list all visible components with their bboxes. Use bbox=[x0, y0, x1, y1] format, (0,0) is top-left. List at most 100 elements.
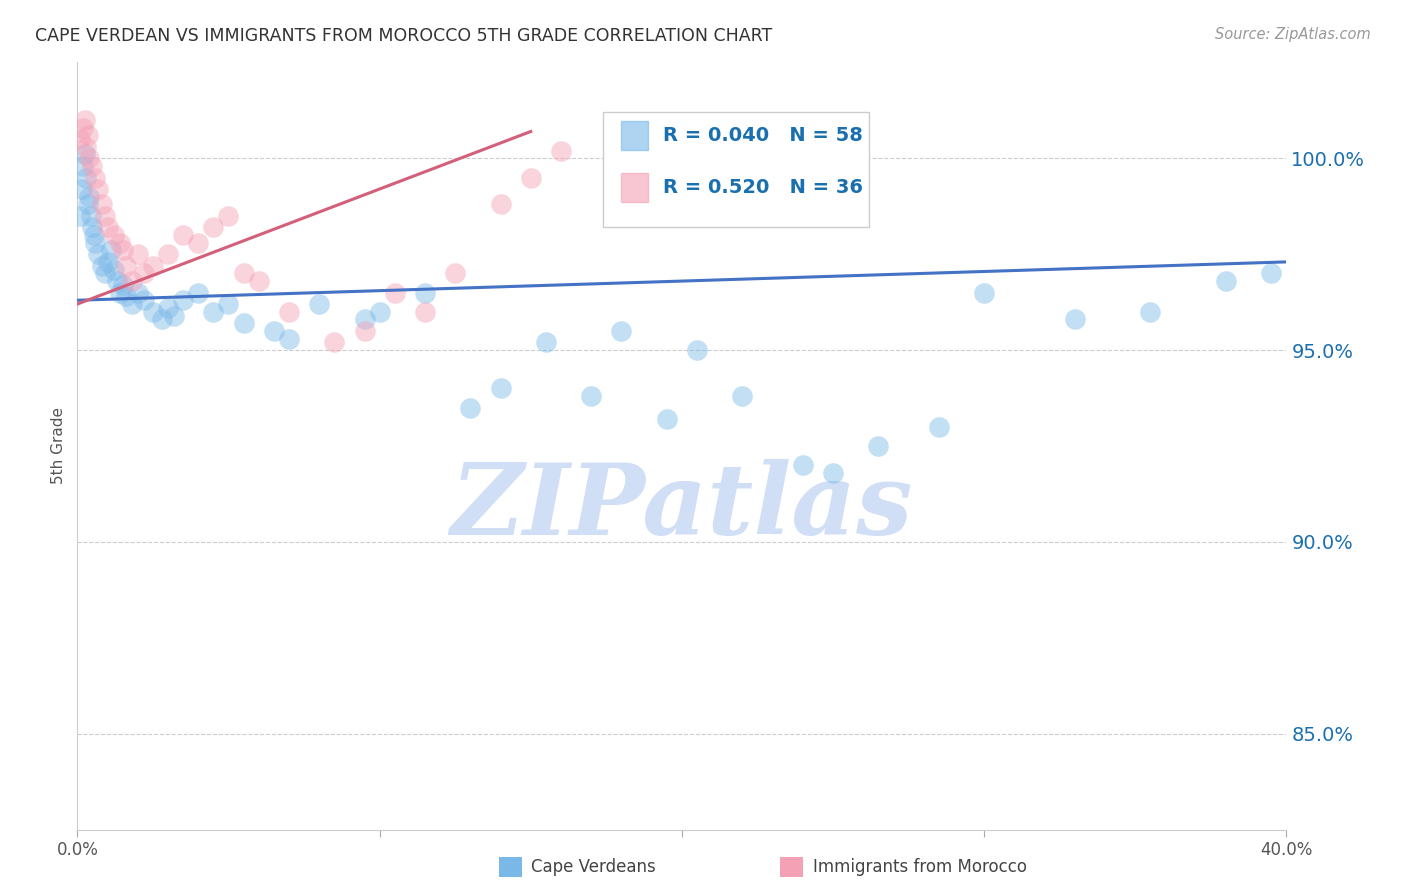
Point bbox=[202, 304, 225, 318]
Point bbox=[973, 285, 995, 300]
Point bbox=[108, 235, 131, 250]
Point bbox=[413, 304, 436, 318]
Point bbox=[353, 324, 375, 338]
Point bbox=[868, 439, 890, 453]
Text: Cape Verdeans: Cape Verdeans bbox=[531, 858, 657, 876]
Point bbox=[114, 289, 136, 303]
FancyBboxPatch shape bbox=[621, 120, 648, 150]
Point bbox=[247, 274, 270, 288]
Point bbox=[114, 259, 136, 273]
Point bbox=[187, 285, 209, 300]
Point bbox=[90, 197, 112, 211]
Point bbox=[111, 244, 134, 258]
Point bbox=[127, 247, 149, 261]
Point bbox=[218, 297, 240, 311]
Text: Immigrants from Morocco: Immigrants from Morocco bbox=[813, 858, 1026, 876]
Point bbox=[77, 197, 100, 211]
Point bbox=[520, 170, 543, 185]
Point bbox=[73, 112, 96, 127]
Point bbox=[1306, 247, 1329, 261]
Point bbox=[82, 159, 104, 173]
Point bbox=[93, 209, 115, 223]
Point bbox=[103, 262, 125, 277]
Point bbox=[142, 304, 165, 318]
Point bbox=[353, 312, 375, 326]
Text: Source: ZipAtlas.com: Source: ZipAtlas.com bbox=[1215, 27, 1371, 42]
Point bbox=[108, 285, 131, 300]
Point bbox=[79, 189, 101, 203]
Point bbox=[84, 170, 107, 185]
Point bbox=[69, 209, 91, 223]
Point bbox=[72, 120, 94, 135]
Point bbox=[69, 132, 91, 146]
Point bbox=[928, 419, 950, 434]
Point bbox=[105, 274, 128, 288]
Text: R = 0.520   N = 36: R = 0.520 N = 36 bbox=[662, 178, 862, 197]
Point bbox=[1291, 259, 1313, 273]
Point bbox=[79, 151, 101, 165]
Text: CAPE VERDEAN VS IMMIGRANTS FROM MOROCCO 5TH GRADE CORRELATION CHART: CAPE VERDEAN VS IMMIGRANTS FROM MOROCCO … bbox=[35, 27, 772, 45]
Point bbox=[323, 335, 346, 350]
Point bbox=[75, 140, 97, 154]
Point bbox=[75, 170, 97, 185]
Point bbox=[80, 209, 103, 223]
Point bbox=[150, 312, 173, 326]
Point bbox=[90, 259, 112, 273]
Point bbox=[172, 227, 194, 242]
Point bbox=[550, 144, 572, 158]
Point bbox=[70, 182, 93, 196]
Text: ZIPatlas: ZIPatlas bbox=[451, 459, 912, 556]
Point bbox=[1139, 304, 1161, 318]
Point bbox=[121, 274, 143, 288]
Y-axis label: 5th Grade: 5th Grade bbox=[51, 408, 66, 484]
Point bbox=[93, 266, 115, 280]
Point bbox=[278, 332, 301, 346]
Point bbox=[1064, 312, 1087, 326]
Point bbox=[610, 324, 633, 338]
Point bbox=[73, 147, 96, 161]
Point bbox=[103, 227, 125, 242]
Point bbox=[444, 266, 467, 280]
Point bbox=[142, 259, 165, 273]
Point bbox=[413, 285, 436, 300]
Point bbox=[655, 412, 678, 426]
Point bbox=[96, 220, 118, 235]
Point bbox=[87, 247, 110, 261]
Point bbox=[686, 343, 709, 357]
Point bbox=[187, 235, 209, 250]
Point bbox=[157, 247, 180, 261]
Point bbox=[731, 389, 754, 403]
Point bbox=[87, 182, 110, 196]
Point bbox=[172, 293, 194, 308]
Point bbox=[100, 244, 122, 258]
FancyBboxPatch shape bbox=[621, 173, 648, 202]
Point bbox=[121, 297, 143, 311]
Point bbox=[308, 297, 330, 311]
Point bbox=[84, 235, 107, 250]
Point bbox=[792, 458, 814, 472]
Point bbox=[72, 159, 94, 173]
Point bbox=[163, 309, 186, 323]
Point bbox=[263, 324, 285, 338]
Point bbox=[232, 266, 254, 280]
Point bbox=[77, 128, 100, 143]
Point bbox=[111, 277, 134, 292]
Point bbox=[202, 220, 225, 235]
Point bbox=[157, 301, 180, 315]
Point bbox=[821, 466, 844, 480]
Point bbox=[82, 220, 104, 235]
Point bbox=[458, 401, 481, 415]
Point bbox=[489, 197, 512, 211]
Point bbox=[132, 266, 155, 280]
Point bbox=[127, 285, 149, 300]
Point bbox=[232, 316, 254, 330]
Point bbox=[1260, 266, 1282, 280]
Point bbox=[132, 293, 155, 308]
Point bbox=[218, 209, 240, 223]
Point bbox=[278, 304, 301, 318]
Point bbox=[489, 381, 512, 395]
Point bbox=[384, 285, 406, 300]
Point bbox=[534, 335, 557, 350]
Point bbox=[368, 304, 391, 318]
Text: R = 0.040   N = 58: R = 0.040 N = 58 bbox=[662, 126, 862, 145]
